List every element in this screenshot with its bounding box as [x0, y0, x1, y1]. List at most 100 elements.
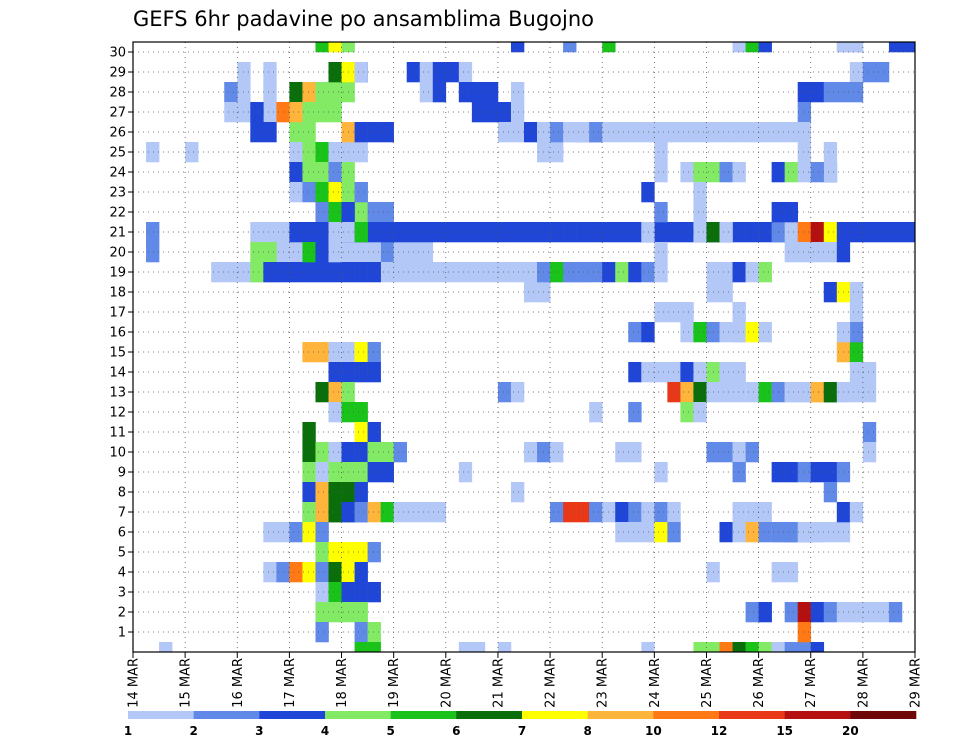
- heatmap-cell: [823, 162, 838, 183]
- heatmap-cell: [328, 342, 342, 363]
- heatmap-cell: [289, 162, 303, 183]
- heatmap-cell: [146, 242, 160, 263]
- heatmap-cell: [302, 342, 316, 363]
- heatmap-cell: [719, 642, 733, 653]
- heatmap-cell: [576, 262, 590, 283]
- heatmap-cell: [302, 562, 316, 583]
- x-axis-ticks: 14 MAR 15 MAR 16 MAR 17 MAR 18 MAR 19 MAR 20 M…: [127, 652, 924, 708]
- heatmap-cell: [263, 122, 277, 143]
- heatmap-cell: [367, 202, 381, 223]
- heatmap-cell: [328, 182, 342, 203]
- heatmap-cell: [849, 322, 864, 343]
- heatmap-cell: [862, 382, 877, 403]
- heatmap-cell: [758, 122, 772, 143]
- heatmap-cells: [146, 42, 916, 653]
- heatmap-cell: [315, 462, 329, 483]
- heatmap-cell: [354, 582, 368, 603]
- heatmap-cell: [328, 442, 342, 463]
- x-tick-label: 14 MAR: [127, 658, 142, 708]
- heatmap-cell: [654, 202, 668, 223]
- heatmap-cell: [367, 502, 381, 523]
- heatmap-cell: [380, 242, 394, 263]
- heatmap-cell: [693, 362, 707, 383]
- heatmap-cell: [380, 202, 394, 223]
- heatmap-cell: [328, 382, 342, 403]
- heatmap-cell: [823, 82, 838, 103]
- heatmap-cell: [732, 262, 746, 283]
- y-tick-label: 11: [109, 426, 126, 441]
- y-axis-ticks: 1234567891011121314151617181920212223242…: [109, 46, 133, 641]
- heatmap-cell: [576, 222, 590, 243]
- heatmap-cell: [432, 222, 447, 243]
- heatmap-cell: [263, 82, 277, 103]
- heatmap-cell: [302, 102, 316, 123]
- heatmap-cell: [497, 222, 512, 243]
- heatmap-cell: [641, 642, 655, 653]
- heatmap-cell: [354, 362, 368, 383]
- heatmap-cell: [458, 462, 473, 483]
- heatmap-cell: [797, 222, 812, 243]
- heatmap-cell: [302, 482, 316, 503]
- heatmap-cell: [432, 62, 447, 83]
- heatmap-cell: [354, 482, 368, 503]
- heatmap-cell: [328, 542, 342, 563]
- heatmap-cell: [654, 242, 668, 263]
- heatmap-cell: [849, 302, 864, 323]
- heatmap-cell: [510, 222, 525, 243]
- colorbar-swatch: [193, 711, 260, 719]
- heatmap-cell: [654, 302, 668, 323]
- heatmap-cell: [380, 442, 394, 463]
- y-tick-label: 10: [109, 446, 126, 461]
- heatmap-cell: [315, 502, 329, 523]
- heatmap-cell: [615, 122, 629, 143]
- heatmap-cell: [224, 102, 238, 123]
- heatmap-cell: [354, 642, 368, 653]
- heatmap-cell: [484, 82, 499, 103]
- heatmap-cell: [576, 502, 590, 523]
- heatmap-cell: [367, 622, 381, 643]
- colorbar-swatch: [522, 711, 588, 719]
- heatmap-cell: [680, 322, 694, 343]
- x-tick-label: 28 MAR: [856, 658, 871, 708]
- heatmap-cell: [797, 122, 812, 143]
- heatmap-cell: [419, 502, 434, 523]
- heatmap-cell: [328, 242, 342, 263]
- heatmap-cell: [302, 462, 316, 483]
- heatmap-cell: [315, 602, 329, 623]
- heatmap-cell: [367, 362, 381, 383]
- heatmap-cell: [354, 602, 368, 623]
- heatmap-cell: [849, 222, 864, 243]
- heatmap-cell: [849, 62, 864, 83]
- heatmap-cell: [458, 262, 473, 283]
- heatmap-cell: [354, 402, 368, 423]
- y-tick-label: 30: [109, 46, 126, 61]
- heatmap-cell: [315, 542, 329, 563]
- y-tick-label: 22: [109, 206, 126, 221]
- heatmap-cell: [419, 82, 434, 103]
- heatmap-cell: [732, 222, 746, 243]
- heatmap-cell: [328, 482, 342, 503]
- heatmap-cell: [693, 202, 707, 223]
- x-tick-label: 27 MAR: [804, 658, 819, 708]
- colorbar-swatch: [325, 711, 391, 719]
- heatmap-cell: [654, 222, 668, 243]
- heatmap-cell: [302, 502, 316, 523]
- heatmap-cell: [719, 382, 733, 403]
- heatmap-cell: [328, 62, 342, 83]
- heatmap-cell: [393, 502, 407, 523]
- colorbar-label: 4: [321, 724, 329, 738]
- heatmap-cell: [250, 242, 264, 263]
- heatmap-cell: [250, 262, 264, 283]
- heatmap-cell: [680, 122, 694, 143]
- heatmap-cell: [524, 262, 538, 283]
- heatmap-cell: [758, 502, 772, 523]
- heatmap-cell: [315, 482, 329, 503]
- x-tick-label: 25 MAR: [700, 658, 715, 708]
- x-tick-label: 26 MAR: [752, 658, 767, 708]
- heatmap-cell: [315, 582, 329, 603]
- colorbar-label: 3: [255, 724, 263, 738]
- heatmap-cell: [315, 622, 329, 643]
- heatmap-cell: [289, 522, 303, 543]
- heatmap-cell: [667, 382, 681, 403]
